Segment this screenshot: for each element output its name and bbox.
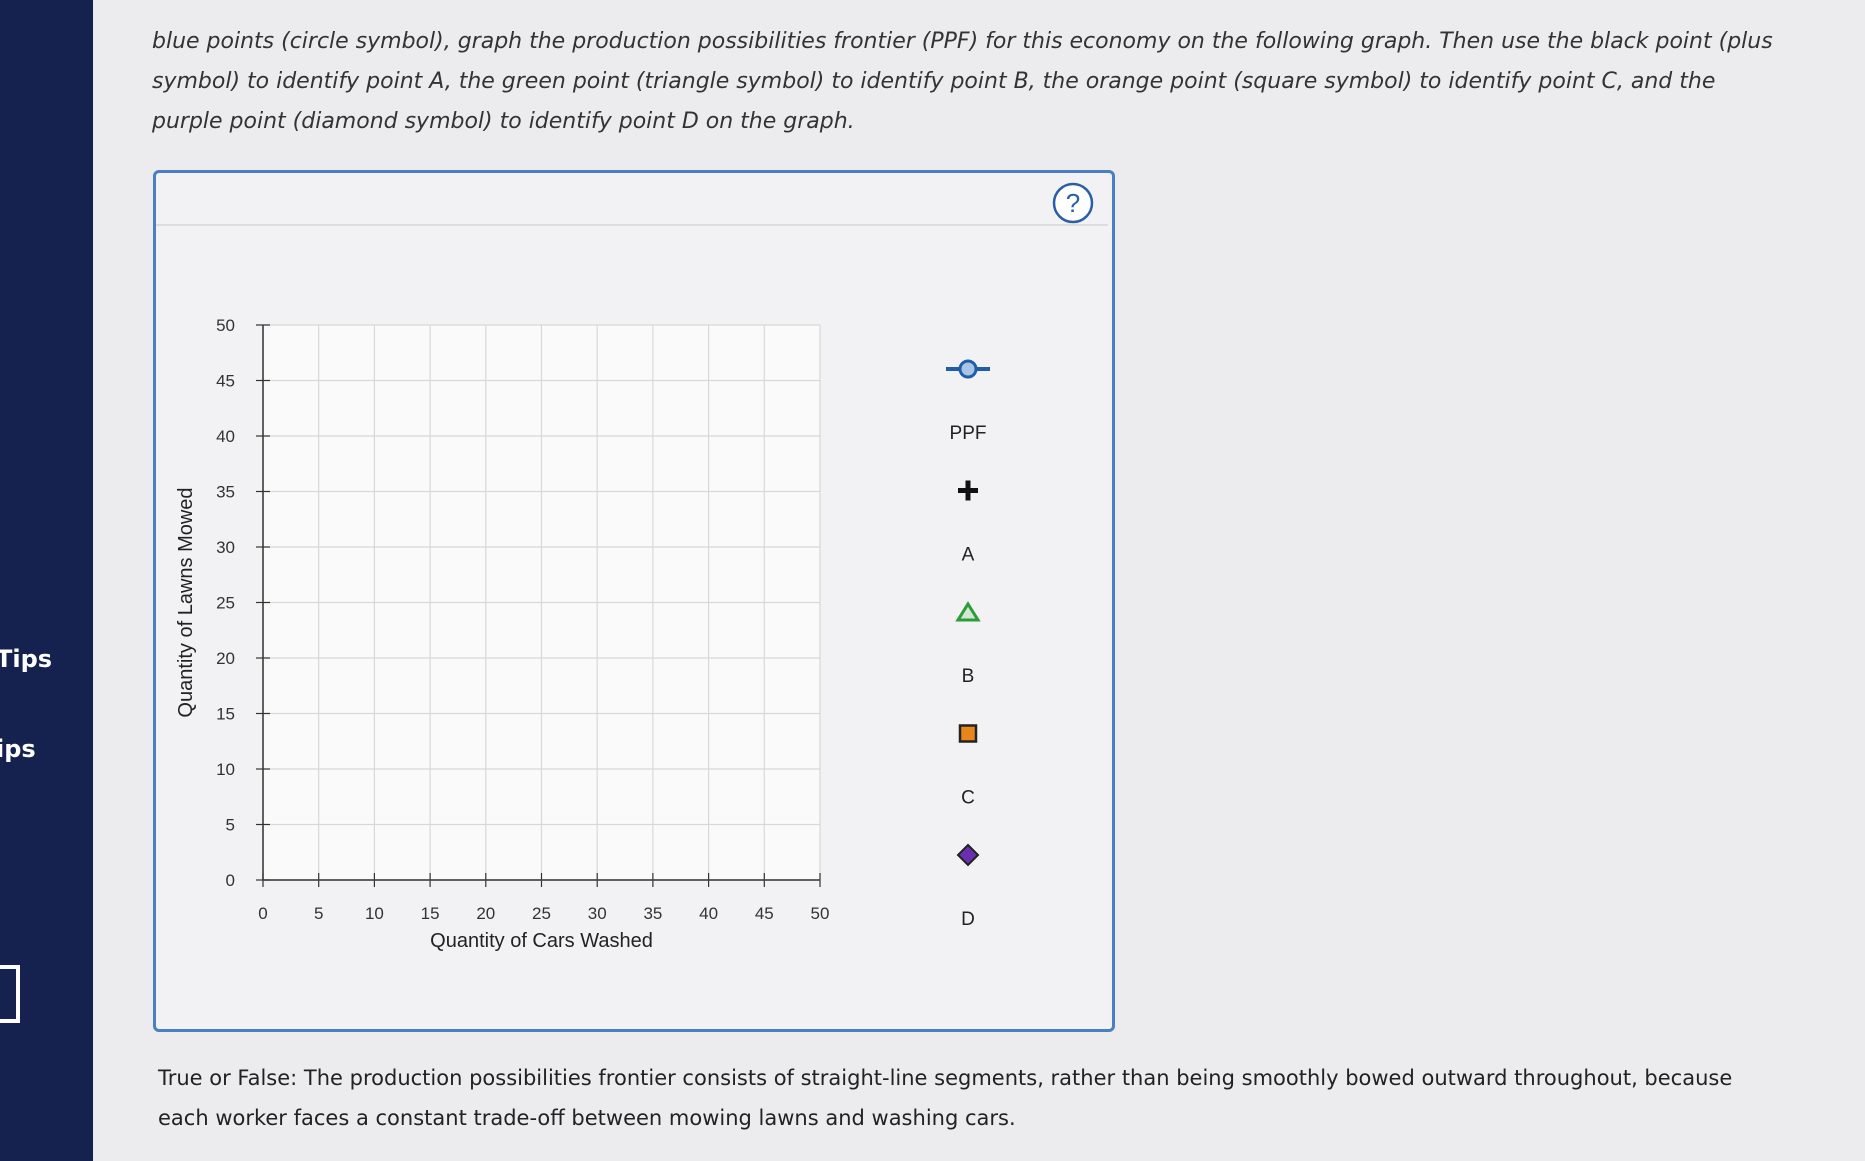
y-tick-label: 35 <box>216 483 235 502</box>
tool-label: C <box>961 788 975 809</box>
sidebar-item[interactable]: Tips <box>0 645 53 673</box>
y-tick-label: 50 <box>216 316 235 335</box>
x-tick-label: 0 <box>258 904 267 923</box>
sidebar: Tips ips <box>0 0 93 1161</box>
tool-label: D <box>961 909 975 930</box>
y-tick-label: 20 <box>216 649 235 668</box>
question: True or False: The production possibilit… <box>158 1066 1733 1130</box>
sidebar-item[interactable]: ips <box>0 735 36 763</box>
y-tick-label: 5 <box>226 816 235 835</box>
bracket <box>0 965 20 1023</box>
y-tick-label: 15 <box>216 705 235 724</box>
x-tick-label: 45 <box>755 904 774 923</box>
tool-symbol[interactable] <box>956 843 980 867</box>
tool-label: B <box>962 666 975 687</box>
x-tick-label: 10 <box>365 904 384 923</box>
x-tick-label: 35 <box>643 904 662 923</box>
y-axis-label: Quantity of Lawns Mowed <box>175 487 197 717</box>
tool-symbol[interactable] <box>958 480 978 501</box>
x-axis-label: Quantity of Cars Washed <box>430 930 653 952</box>
tool-symbol[interactable] <box>958 724 978 743</box>
tool-symbol[interactable] <box>955 601 981 622</box>
help-icon[interactable]: ? <box>1066 188 1080 218</box>
x-tick-label: 40 <box>699 904 718 923</box>
x-tick-label: 50 <box>811 904 830 923</box>
y-tick-label: 25 <box>216 594 235 613</box>
x-tick-label: 25 <box>532 904 551 923</box>
y-tick-label: 30 <box>216 538 235 557</box>
help-button[interactable] <box>1052 182 1094 224</box>
y-tick-label: 45 <box>216 372 235 391</box>
x-tick-label: 15 <box>421 904 440 923</box>
x-tick-label: 30 <box>588 904 607 923</box>
x-tick-label: 5 <box>314 904 323 923</box>
tool-label: PPF <box>950 423 987 444</box>
tool-label: A <box>962 545 975 566</box>
tool-symbol[interactable] <box>958 359 978 379</box>
y-tick-label: 0 <box>226 871 235 890</box>
y-tick-label: 40 <box>216 427 235 446</box>
y-tick-label: 10 <box>216 760 235 779</box>
instructions: blue points (circle symbol), graph the p… <box>152 29 1773 134</box>
x-tick-label: 20 <box>476 904 495 923</box>
